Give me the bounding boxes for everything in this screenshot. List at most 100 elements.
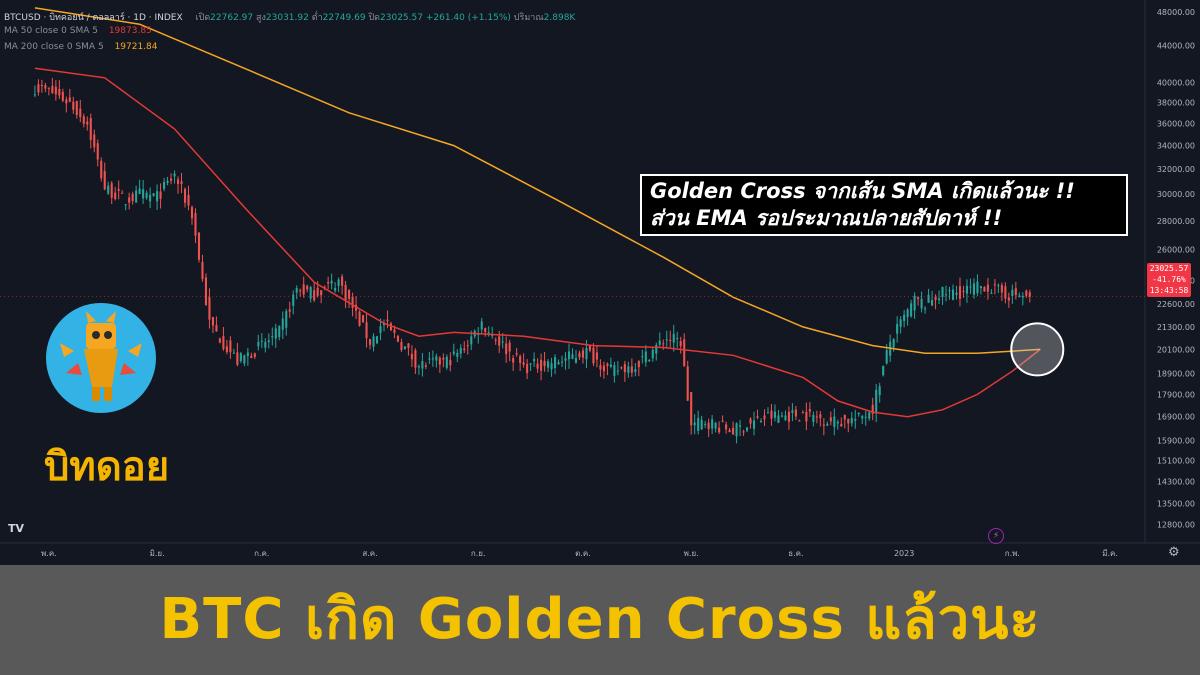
candle-body [138,188,141,194]
ma50-legend[interactable]: MA 50 close 0 SMA 5 19873.85 [4,26,152,36]
candle-body [58,88,61,96]
high-label: สูง [256,13,266,23]
chart-area[interactable]: 12800.00 13500.00 14300.00 15100.00 15900.00… [0,0,1200,565]
candle-body [735,423,738,437]
tradingview-logo[interactable]: TV [8,522,25,535]
y-tick-label: 34000.00 [1157,142,1195,151]
candle-body [295,287,298,293]
candle-body [54,86,57,95]
candle-body [896,324,899,334]
candle-body [299,290,302,292]
candle-body [913,295,916,311]
candle-body [341,276,344,286]
candle-body [498,336,501,346]
candle-body [801,412,804,414]
candle-body [941,287,944,297]
candle-body [592,347,595,364]
candle-body [609,364,612,367]
candle-body [564,358,567,361]
candle-body [700,419,703,430]
y-tick-label: 28000.00 [1157,217,1195,226]
candle-body [114,192,117,200]
candle-body [899,319,902,327]
gear-icon[interactable]: ⚙ [1168,545,1180,560]
candle-body [976,281,979,294]
candle-body [1014,288,1017,296]
candle-body [620,367,623,369]
symbol-label[interactable]: BTCUSD · บิทคอยน์ / ดอลลาร์ · 1D · INDEX [4,13,183,23]
x-tick-label: พ.ย. [684,549,699,558]
current-price-tag: 23025.57 -41.76% 13:43:58 [1147,263,1191,297]
candle-body [281,318,284,330]
ma200-legend[interactable]: MA 200 close 0 SMA 5 19721.84 [4,42,158,52]
candle-body [449,360,452,366]
candle-body [885,350,888,364]
candle-body [487,332,490,334]
candle-body [749,418,752,424]
candle-body [302,284,305,295]
candle-body [529,363,532,365]
candle-body [780,415,783,417]
candle-body [993,284,996,286]
y-tick-label: 26000.00 [1157,246,1195,255]
candle-body [777,415,780,423]
candle-body [316,287,319,296]
candle-body [82,116,85,124]
candle-body [752,420,756,429]
candle-body [606,363,609,367]
candle-body [173,173,176,177]
chart-canvas[interactable]: 12800.00 13500.00 14300.00 15100.00 15900.00… [0,0,1200,565]
open-label: เปิด [195,13,211,23]
candle-body [400,342,403,350]
candle-body [721,420,724,422]
candle-body [375,336,379,344]
candle-body [927,294,930,303]
candle-body [470,336,473,345]
candle-body [683,339,686,367]
candle-body [225,346,228,352]
candle-body [466,345,469,347]
candle-body [637,360,640,368]
candle-body [176,179,180,185]
candle-body [648,359,651,362]
y-tick-label: 14300.00 [1157,477,1195,486]
ma50-line [34,67,1041,418]
candle-body [557,362,560,365]
candle-body [934,296,937,300]
candle-body [578,352,581,358]
candle-body [44,85,47,89]
candle-body [718,427,721,433]
current-price: 23025.57 [1149,264,1189,273]
candle-body [452,351,455,354]
candle-body [892,339,895,348]
candle-body [236,352,239,365]
candle-body [403,346,406,350]
candle-body [40,85,43,87]
candle-body [208,297,211,320]
candle-body [634,369,637,372]
candle-body [187,194,190,206]
golden-cross-marker [1010,322,1065,377]
candle-body [641,356,644,358]
candle-body [1021,295,1024,298]
candle-body [791,410,794,413]
candle-body [197,232,201,260]
candle-body [128,197,131,203]
ma50-value: 19873.85 [108,26,152,36]
candle-body [152,193,155,196]
candle-body [170,178,173,181]
candle-body [183,188,187,203]
candle-body [588,345,592,351]
candle-body [850,417,853,424]
candle-body [278,326,281,338]
candle-body [505,343,508,355]
y-tick-label: 16900.00 [1157,413,1195,422]
candle-body [711,419,714,429]
candle-body [194,213,197,236]
candle-body [986,284,989,292]
candle-body [805,411,808,422]
lightning-icon[interactable]: ⚡ [988,528,1004,544]
candle-body [522,362,525,365]
candle-body [861,416,864,419]
candle-body [798,420,801,422]
